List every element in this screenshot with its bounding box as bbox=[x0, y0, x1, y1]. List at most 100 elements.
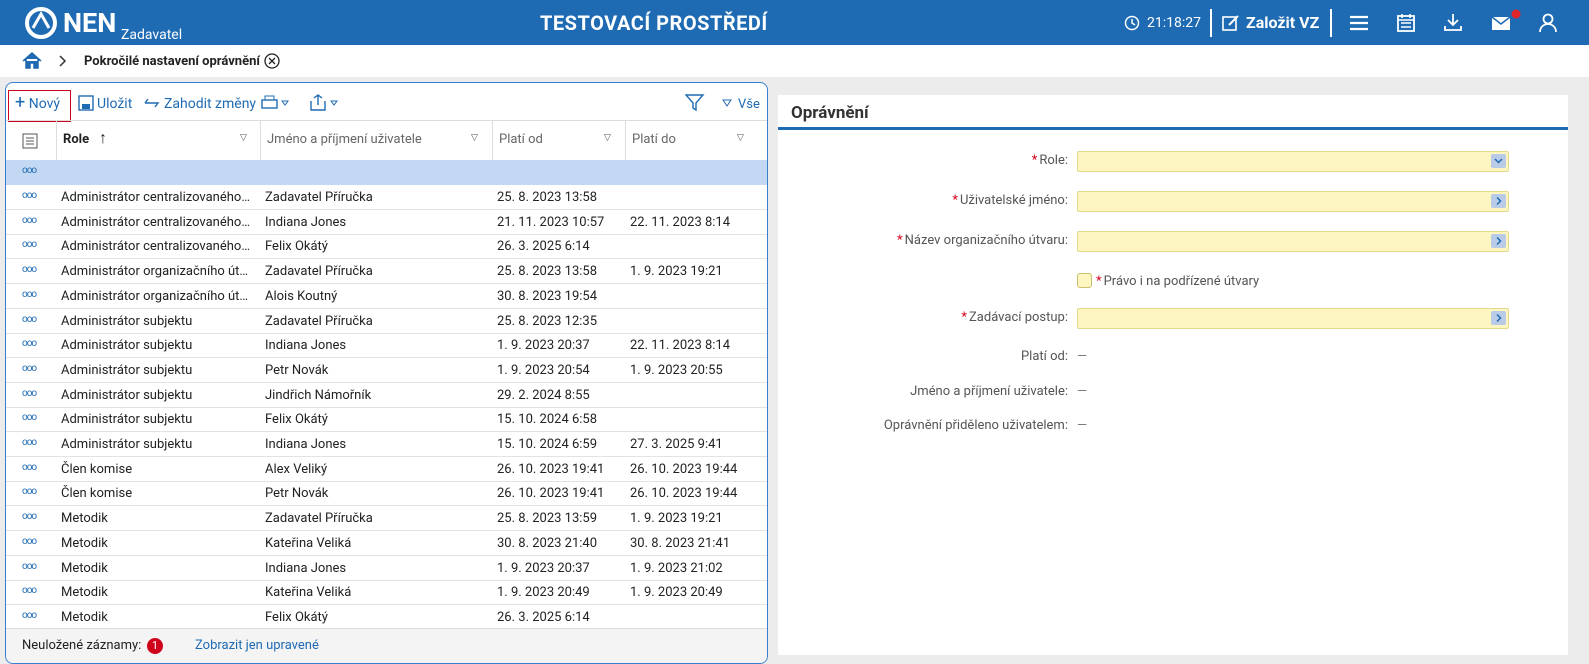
calendar-icon[interactable] bbox=[1397, 13, 1415, 32]
row-menu[interactable]: ooo bbox=[22, 461, 37, 473]
table-cell: 27. 3. 2025 9:41 bbox=[630, 437, 723, 452]
row-menu[interactable]: ooo bbox=[22, 535, 37, 547]
table-row[interactable]: ooo Administrátor centralizovaného… Zadava… bbox=[6, 185, 767, 210]
label-text: Role: bbox=[1039, 153, 1068, 168]
filter-all[interactable]: Vše bbox=[738, 97, 760, 112]
table-row[interactable]: ooo Administrátor subjektu Felix Okátý 15. … bbox=[6, 407, 767, 433]
user-icon[interactable] bbox=[1539, 13, 1557, 32]
menu-icon[interactable] bbox=[1349, 14, 1369, 32]
create-button[interactable]: Založit VZ bbox=[1246, 13, 1320, 32]
row-menu[interactable]: ooo bbox=[22, 486, 37, 498]
print-button[interactable] bbox=[261, 95, 293, 111]
checkbox-label[interactable]: * Právo i na podřízené útvary bbox=[1096, 274, 1259, 289]
table-cell: 22. 11. 2023 8:14 bbox=[630, 338, 731, 354]
table-cell: Administrátor subjektu bbox=[61, 412, 193, 428]
row-menu[interactable]: ooo bbox=[22, 288, 37, 300]
row-menu[interactable]: ooo bbox=[22, 511, 37, 523]
row-menu[interactable]: ooo bbox=[22, 412, 37, 424]
row-menu[interactable]: ooo bbox=[22, 338, 37, 350]
list-panel: + Nový Uložit Zahodit změny Vše Role ↑ ▽ Jm… bbox=[5, 82, 768, 664]
column-settings[interactable] bbox=[22, 133, 38, 149]
row-menu[interactable]: ooo bbox=[22, 560, 37, 572]
column-filter[interactable]: ▽ bbox=[604, 133, 611, 143]
table-row[interactable]: ooo Metodik Kateřina Veliká 1. 9. 2023 20:4… bbox=[6, 580, 767, 606]
table-row[interactable]: ooo Administrátor subjektu Jindřich Námořn… bbox=[6, 383, 767, 408]
table-row[interactable]: ooo Administrátor subjektu Indiana Jones 15… bbox=[6, 432, 767, 457]
table-row[interactable]: ooo Administrátor subjektu Petr Novák 1. 9.… bbox=[6, 358, 767, 383]
detail-panel: Oprávnění * Role: * Uživatelské jméno: * Náze… bbox=[778, 95, 1568, 655]
column-header[interactable]: Platí do ▽ bbox=[625, 120, 759, 160]
row-menu[interactable]: ooo bbox=[22, 609, 37, 621]
filter-icon[interactable] bbox=[685, 94, 705, 111]
row-menu[interactable]: ooo bbox=[22, 387, 37, 399]
table-row[interactable]: ooo Metodik Felix Okátý 26. 3. 2025 6:14 bbox=[6, 605, 767, 630]
table-cell: Alois Koutný bbox=[265, 288, 338, 304]
table-row[interactable]: ooo Člen komise Alex Veliký 26. 10. 2023 19… bbox=[6, 457, 767, 482]
row-menu[interactable]: ooo bbox=[22, 190, 37, 201]
new-row[interactable]: ooo bbox=[6, 160, 767, 185]
row-menu[interactable]: ooo bbox=[22, 239, 37, 251]
table-cell: 25. 8. 2023 13:59 bbox=[497, 511, 598, 527]
show-edited-link[interactable]: Zobrazit jen upravené bbox=[195, 638, 319, 653]
field-button[interactable] bbox=[1491, 311, 1506, 325]
table-cell: 1. 9. 2023 20:37 bbox=[497, 560, 590, 576]
table-row[interactable]: ooo Metodik Indiana Jones 1. 9. 2023 20:37 1… bbox=[6, 556, 767, 581]
table-row[interactable]: ooo Administrátor organizačního út… Alois … bbox=[6, 284, 767, 309]
table-row[interactable]: ooo Administrátor organizačního út… Zadava… bbox=[6, 259, 767, 285]
table-row[interactable]: ooo Metodik Zadavatel Příručka 25. 8. 2023 … bbox=[6, 506, 767, 532]
row-menu[interactable]: ooo bbox=[22, 264, 37, 276]
table-row[interactable]: ooo Administrátor subjektu Zadavatel Příru… bbox=[6, 309, 767, 334]
field-button[interactable] bbox=[1491, 154, 1506, 168]
input-field[interactable] bbox=[1077, 151, 1509, 172]
table-row[interactable]: ooo Člen komise Petr Novák 26. 10. 2023 19:… bbox=[6, 481, 767, 507]
table-cell: Felix Okátý bbox=[265, 412, 328, 428]
column-filter[interactable]: ▽ bbox=[471, 133, 478, 143]
close-icon[interactable] bbox=[264, 53, 280, 69]
table-row[interactable]: ooo Metodik Kateřina Veliká 30. 8. 2023 21:… bbox=[6, 531, 767, 556]
table-row[interactable]: ooo Administrátor centralizovaného… Indian… bbox=[6, 210, 767, 235]
column-filter[interactable]: ▽ bbox=[240, 133, 247, 143]
mail-icon[interactable] bbox=[1491, 8, 1523, 34]
required-mark: * bbox=[952, 193, 958, 208]
column-header[interactable]: Platí od ▽ bbox=[492, 120, 626, 160]
table-cell: 26. 3. 2025 6:14 bbox=[497, 609, 590, 625]
input-field[interactable] bbox=[1077, 191, 1509, 212]
label-text: Právo i na podřízené útvary bbox=[1103, 274, 1260, 289]
label-text: Název organizačního útvaru: bbox=[904, 233, 1068, 248]
table-cell: Metodik bbox=[61, 560, 108, 576]
field-button[interactable] bbox=[1491, 194, 1506, 208]
new-button[interactable]: + Nový bbox=[15, 92, 60, 113]
export-button[interactable] bbox=[310, 94, 342, 111]
edit-icon[interactable] bbox=[1222, 14, 1240, 32]
table-row[interactable]: ooo Administrátor subjektu Indiana Jones 1.… bbox=[6, 333, 767, 359]
table-cell: Administrátor centralizovaného… bbox=[61, 190, 251, 205]
table-cell: Metodik bbox=[61, 535, 108, 551]
checkbox[interactable] bbox=[1077, 273, 1092, 288]
input-field[interactable] bbox=[1077, 231, 1509, 252]
download-icon[interactable] bbox=[1444, 13, 1462, 32]
row-menu[interactable]: ooo bbox=[22, 437, 37, 448]
save-button[interactable]: Uložit bbox=[97, 96, 133, 112]
input-field[interactable] bbox=[1077, 308, 1509, 329]
separator bbox=[1210, 9, 1212, 37]
field-button[interactable] bbox=[1491, 234, 1506, 248]
column-title: Jméno a příjmení uživatele bbox=[267, 132, 422, 147]
column-header[interactable]: Role ↑ ▽ bbox=[56, 120, 262, 160]
required-mark: * bbox=[1031, 153, 1038, 168]
discard-button[interactable]: Zahodit změny bbox=[164, 96, 257, 112]
table-cell: Administrátor centralizovaného… bbox=[61, 214, 251, 230]
row-menu[interactable]: ooo bbox=[22, 313, 37, 325]
home-icon[interactable] bbox=[22, 52, 42, 69]
chevron bbox=[59, 55, 67, 67]
column-title: Platí do bbox=[632, 132, 676, 147]
column-filter[interactable]: ▽ bbox=[737, 133, 744, 143]
table-cell: 26. 10. 2023 19:44 bbox=[630, 461, 738, 477]
row-menu[interactable]: ooo bbox=[22, 214, 37, 226]
column-header[interactable]: Jméno a příjmení uživatele ▽ bbox=[260, 120, 493, 160]
empty-value: — bbox=[1077, 384, 1088, 399]
row-menu[interactable]: ooo bbox=[22, 585, 37, 597]
table-cell: Administrátor centralizovaného… bbox=[61, 239, 251, 255]
table-row[interactable]: ooo Administrátor centralizovaného… Felix … bbox=[6, 234, 767, 260]
table-cell: 26. 3. 2025 6:14 bbox=[497, 239, 590, 255]
row-menu[interactable]: ooo bbox=[22, 362, 37, 374]
